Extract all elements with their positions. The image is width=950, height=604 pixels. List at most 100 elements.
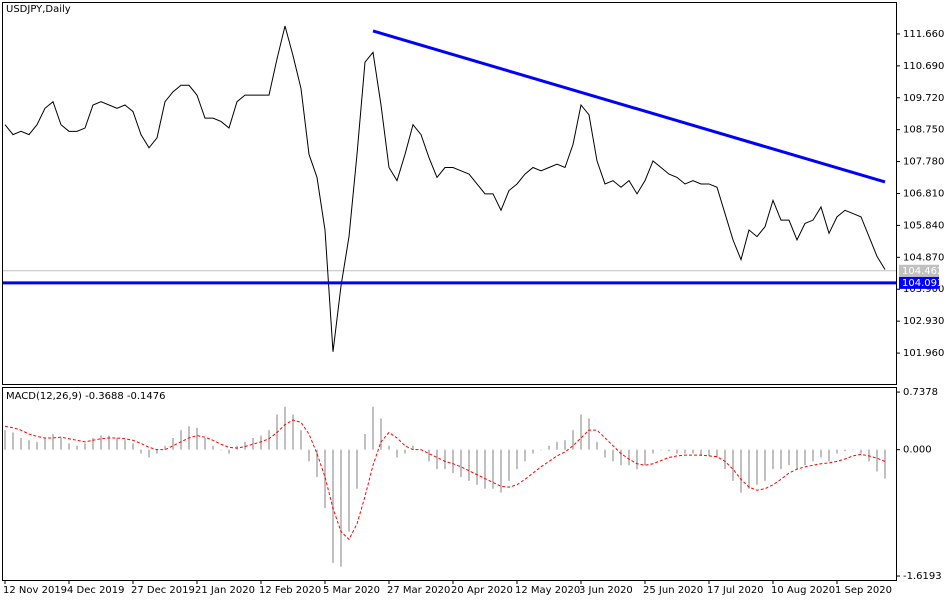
macd-bar <box>748 449 750 489</box>
macd-bar <box>732 449 734 481</box>
macd-bar <box>516 449 518 470</box>
y-tick-label: 106.810 <box>903 189 944 200</box>
macd-bar <box>140 449 142 454</box>
y-tick-label: 0.000 <box>903 445 932 456</box>
macd-bar <box>340 449 342 567</box>
macd-bar <box>116 437 118 450</box>
support-label: 104.093 <box>902 278 943 289</box>
macd-bar <box>804 449 806 466</box>
macd-pane <box>2 387 897 581</box>
y-tick-label: 101.960 <box>903 348 944 359</box>
macd-bar <box>68 443 70 450</box>
last-price-label: 104.462 <box>902 266 943 277</box>
x-tick-label: 27 Mar 2020 <box>387 585 450 596</box>
macd-bar <box>476 449 478 485</box>
x-tick-label: 17 Jul 2020 <box>707 585 764 596</box>
y-tick-label: 105.840 <box>903 220 944 231</box>
macd-bar <box>500 449 502 493</box>
macd-bar <box>636 449 638 470</box>
macd-bar <box>100 435 102 450</box>
macd-bar <box>820 449 822 458</box>
macd-bar <box>604 449 606 458</box>
y-tick-label: 109.720 <box>903 93 944 104</box>
macd-bar <box>492 449 494 489</box>
macd-bar <box>668 449 670 452</box>
macd-bar <box>108 435 110 450</box>
support-box <box>899 276 939 289</box>
x-tick-label: 20 Apr 2020 <box>451 585 513 596</box>
macd-bar <box>164 445 166 450</box>
macd-bar <box>460 449 462 477</box>
x-tick-label: 5 Mar 2020 <box>323 585 380 596</box>
macd-bar <box>628 449 630 466</box>
macd-bar <box>764 449 766 481</box>
macd-bar <box>180 430 182 450</box>
macd-bar <box>228 449 230 454</box>
macd-bar <box>4 430 6 450</box>
price-pane <box>2 2 897 385</box>
macd-bar <box>332 449 334 563</box>
x-tick-label: 25 Jun 2020 <box>643 585 703 596</box>
macd-bar <box>404 449 406 454</box>
macd-bar <box>284 406 286 450</box>
macd-bar <box>156 449 158 454</box>
macd-bar <box>20 437 22 450</box>
macd-bar <box>468 449 470 481</box>
macd-bar <box>884 449 886 479</box>
macd-bar <box>524 449 526 462</box>
x-tick-label: 27 Dec 2019 <box>131 585 195 596</box>
macd-bar <box>444 449 446 470</box>
x-tick-label: 21 Jan 2020 <box>195 585 255 596</box>
macd-bar <box>316 449 318 477</box>
macd-bar <box>212 445 214 450</box>
macd-bar <box>756 449 758 485</box>
macd-bar <box>508 449 510 481</box>
x-tick-label: 12 May 2020 <box>515 585 580 596</box>
macd-bar <box>436 449 438 470</box>
price-line <box>4 25 886 352</box>
macd-bar <box>620 449 622 466</box>
macd-bar <box>724 449 726 470</box>
macd-bar <box>852 449 854 451</box>
macd-bar <box>684 449 686 454</box>
macd-bar <box>428 449 430 462</box>
macd-bar <box>644 449 646 466</box>
macd-bar <box>292 414 294 450</box>
macd-bar <box>676 449 678 454</box>
macd-bar <box>28 440 30 450</box>
macd-bar <box>876 449 878 472</box>
y-tick-label: -1.6193 <box>903 571 942 582</box>
macd-bar <box>372 406 374 450</box>
macd-bar <box>124 440 126 450</box>
macd-bar <box>540 449 542 451</box>
macd-bar <box>244 441 246 450</box>
macd-bar <box>52 434 54 450</box>
macd-bar <box>828 449 830 462</box>
macd-bar <box>564 440 566 450</box>
macd-bar <box>836 449 838 454</box>
macd-bar <box>580 414 582 450</box>
macd-bar <box>452 449 454 474</box>
y-tick-label: 108.750 <box>903 125 944 136</box>
macd-bar <box>588 418 590 450</box>
macd-bar <box>412 445 414 450</box>
macd-bar <box>572 430 574 450</box>
macd-bar <box>692 449 694 454</box>
macd-bar <box>708 449 710 456</box>
macd-bar <box>252 437 254 450</box>
macd-bar <box>300 430 302 450</box>
macd-bar <box>796 449 798 470</box>
macd-bar <box>60 437 62 450</box>
macd-title: MACD(12,26,9) -0.3688 -0.1476 <box>6 391 166 402</box>
macd-bar <box>172 437 174 450</box>
signal-line <box>4 419 886 541</box>
macd-bar <box>772 449 774 470</box>
x-tick-label: 10 Aug 2020 <box>771 585 835 596</box>
macd-bar <box>364 434 366 450</box>
x-tick-label: 1 Sep 2020 <box>835 585 892 596</box>
macd-bar <box>556 441 558 450</box>
chart-title: USDJPY,Daily <box>6 4 71 15</box>
macd-bar <box>844 449 846 452</box>
